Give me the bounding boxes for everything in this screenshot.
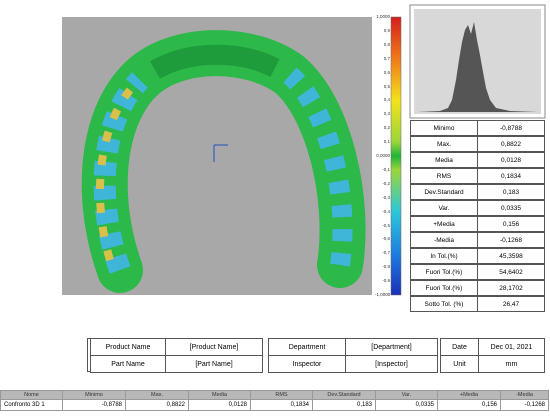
stat-value: 26,47 [477,296,545,312]
scale-label: 0,2 [383,125,390,131]
stat-value: 0,8822 [477,136,545,152]
info-cell: [Product Name] [165,338,263,356]
stat-value: 28,1702 [477,280,545,296]
stat-name: Sotto Tol. (%) [410,296,478,312]
stat-name: Dev.Standard [410,184,478,200]
info-cell: [Inspector] [345,355,438,373]
scale-label: 0,8 [383,41,390,47]
summary-cell: -0,1268 [500,399,549,411]
info-cell: Product Name [90,338,166,356]
summary-cell: Confronto 3D 1 [0,399,63,411]
summary-cell: 0,0335 [375,399,438,411]
summary-cell: 0,0128 [188,399,251,411]
scale-label: 0,0000 [376,153,390,158]
summary-cell: 0,183 [312,399,376,411]
scale-label: 0,9 [383,27,390,33]
scale-label: 0,6 [383,69,390,75]
stat-name: -Media [410,232,478,248]
info-cell: Inspector [268,355,346,373]
summary-cell: 0,1834 [250,399,313,411]
scale-label: -1,0000 [375,292,391,297]
scale-label: -0,8 [382,264,390,270]
summary-cell: -0,8788 [62,399,126,411]
scale-label: 0,4 [383,97,390,103]
stat-value: 54,6402 [477,264,545,280]
stat-name: Fuori Tol.(%) [410,280,478,296]
stat-name: Max. [410,136,478,152]
scale-label: -0,7 [382,250,390,256]
stat-value: 0,156 [477,216,545,232]
stat-name: Media [410,152,478,168]
info-cell: mm [478,355,545,373]
info-cell: Department [268,338,346,356]
info-cell: Unit [440,355,479,373]
scale-label: -0,5 [382,222,390,228]
stat-value: 0,0335 [477,200,545,216]
scale-label: -0,2 [382,180,390,186]
scale-label: -0,4 [382,208,390,214]
stat-name: Minimo [410,120,478,136]
stat-value: 0,1834 [477,168,545,184]
scale-label: -0,1 [382,166,390,172]
info-cell: Part Name [90,355,166,373]
info-cell: [Department] [345,338,438,356]
info-cell: [Part Name] [165,355,263,373]
stat-name: Fuori Tol.(%) [410,264,478,280]
scale-label: -0,9 [382,278,390,284]
scale-label: 0,7 [383,55,390,61]
scale-label: 0,1 [383,139,390,145]
stat-value: -0,1268 [477,232,545,248]
summary-cell: 0,156 [437,399,501,411]
color-bar [390,16,402,296]
stat-name: In Tol.(%) [410,248,478,264]
scale-label: -0,3 [382,194,390,200]
scale-label: -0,6 [382,236,390,242]
info-cell: Date [440,338,479,356]
stat-name: +Media [410,216,478,232]
stat-value: 45,3598 [477,248,545,264]
dental-arch [81,30,366,293]
histogram [418,22,538,112]
stat-value: 0,0128 [477,152,545,168]
scale-label: 1,0000 [376,14,390,19]
summary-cell: 0,8822 [125,399,189,411]
stat-value: -0,8788 [477,120,545,136]
scale-label: 0,3 [383,111,390,117]
info-cell: Dec 01, 2021 [478,338,545,356]
scale-label: 0,5 [383,83,390,89]
stat-name: RMS [410,168,478,184]
stat-name: Var. [410,200,478,216]
stat-value: 0,183 [477,184,545,200]
